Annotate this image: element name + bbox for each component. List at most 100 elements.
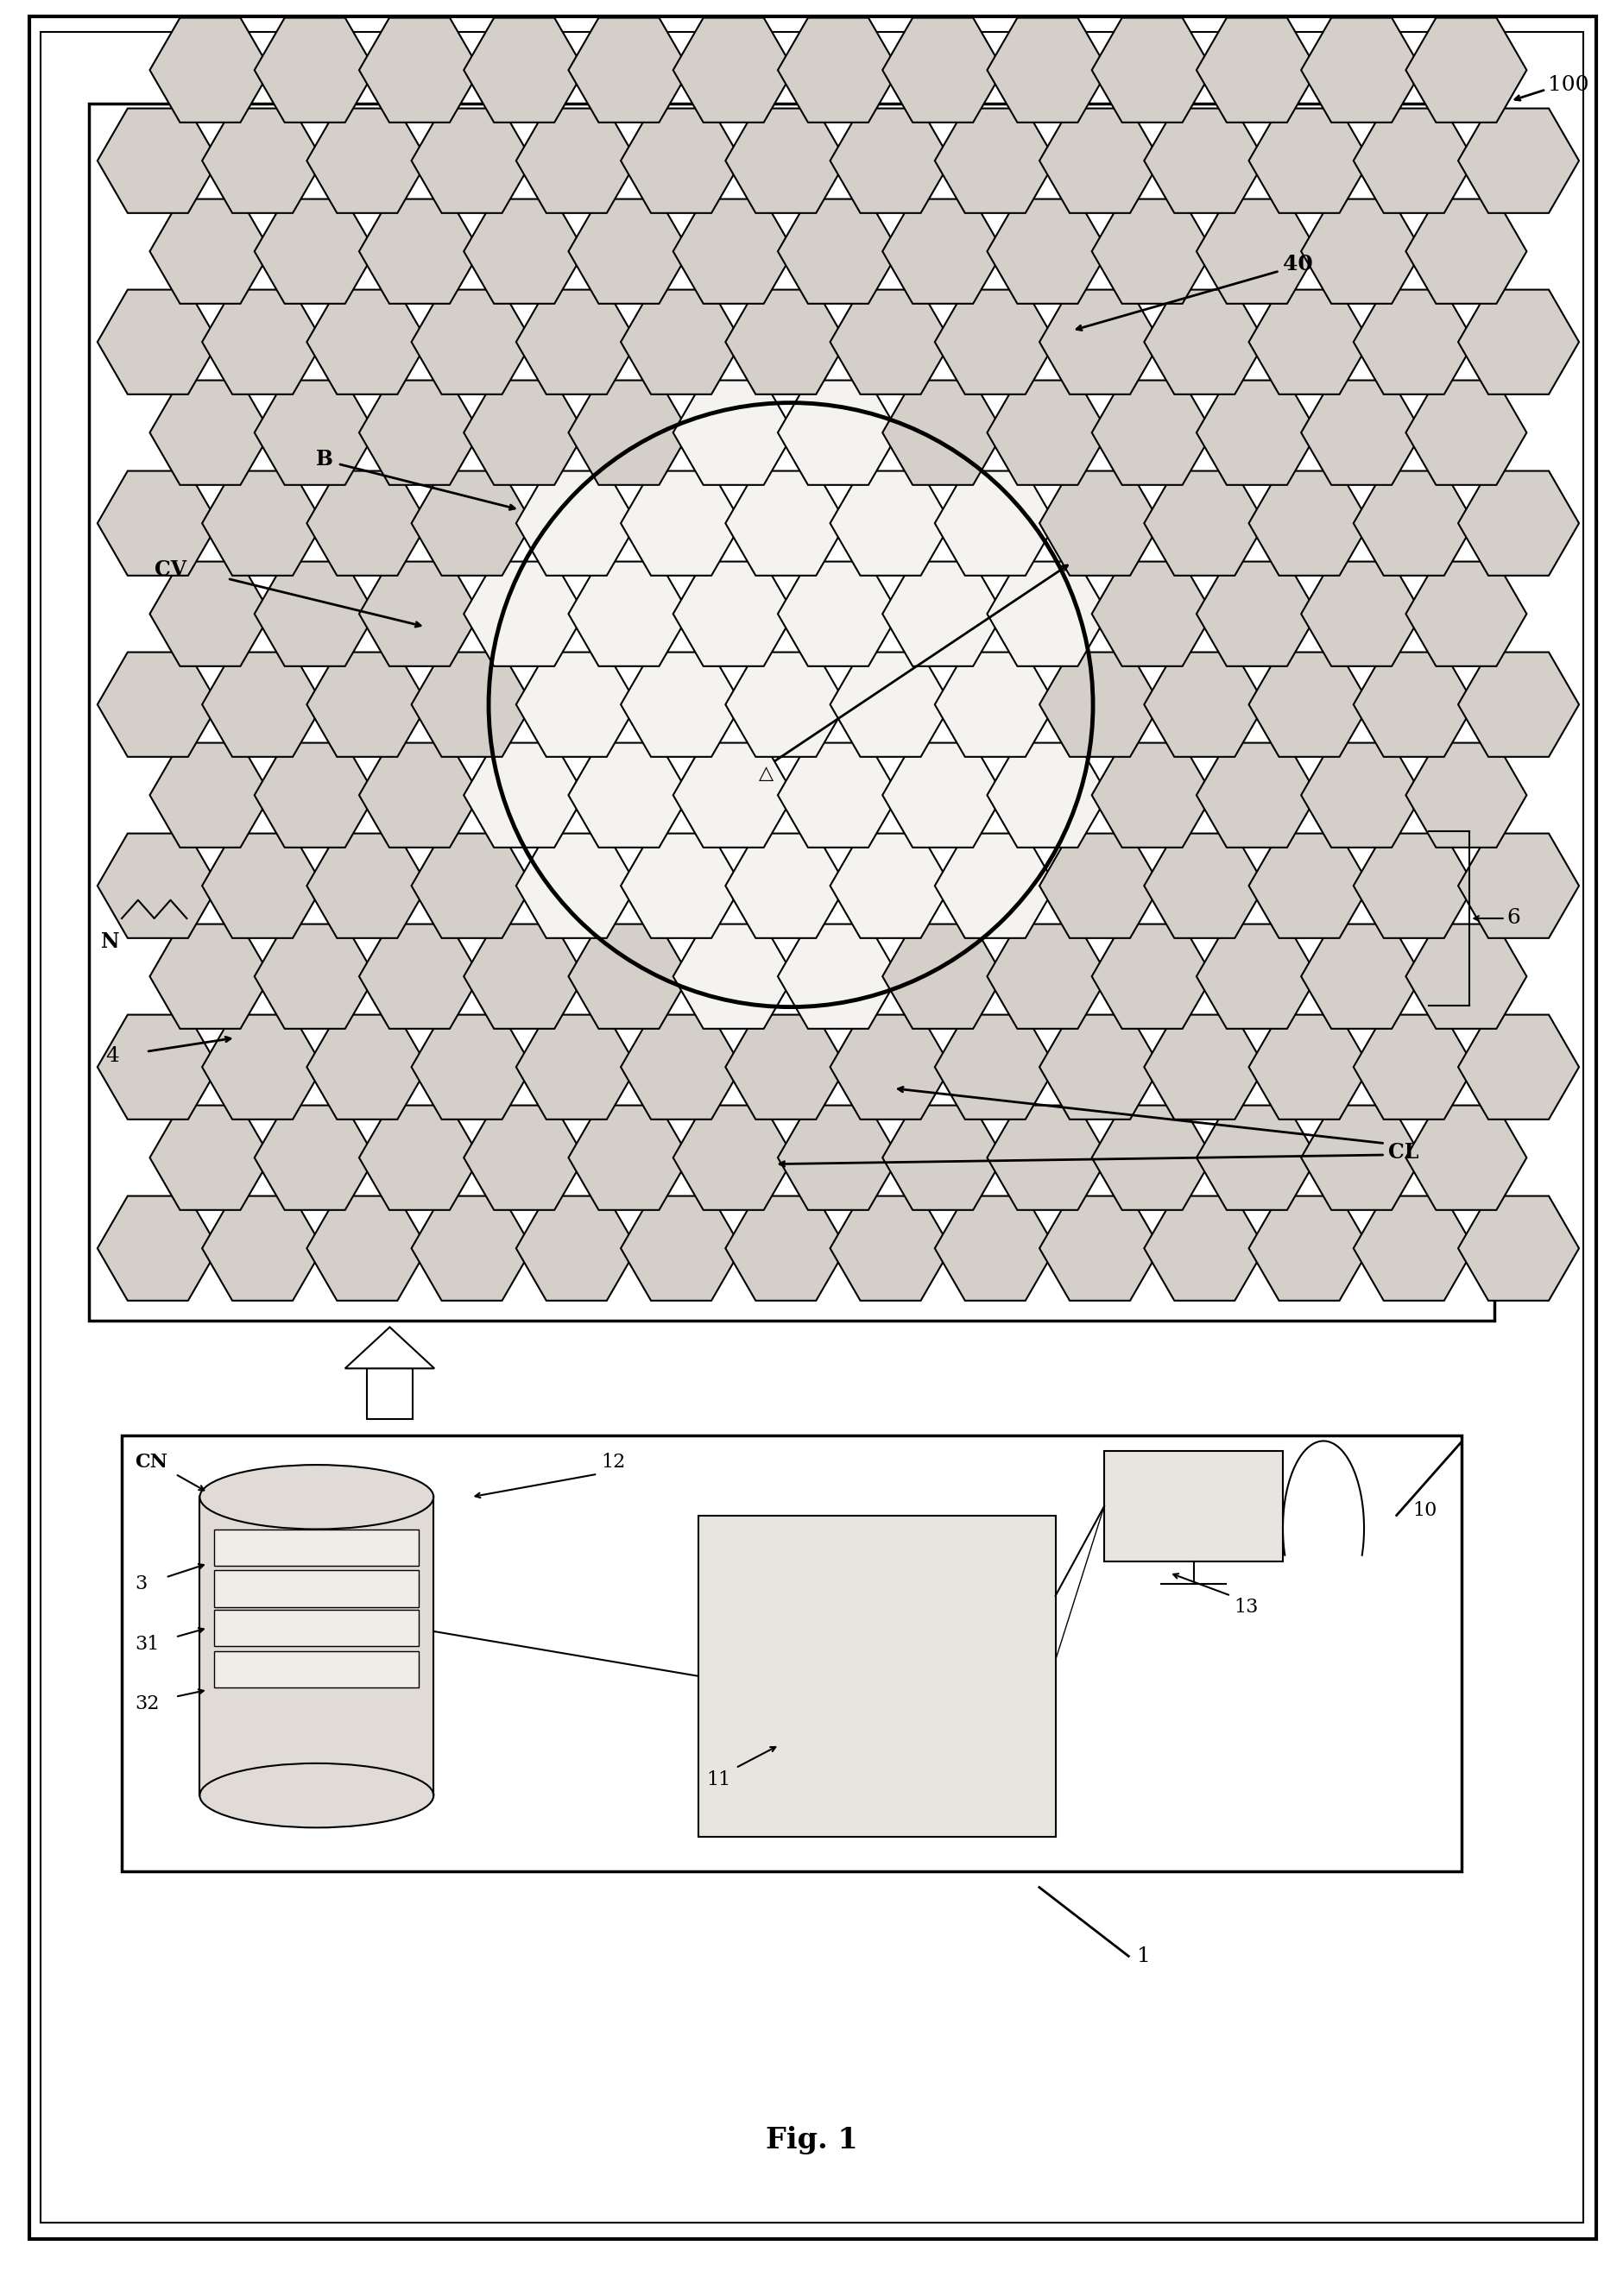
Polygon shape <box>674 1104 794 1210</box>
Polygon shape <box>935 108 1055 214</box>
Bar <box>122 1435 1461 1871</box>
Polygon shape <box>1248 471 1368 576</box>
Polygon shape <box>725 108 846 214</box>
Text: 6: 6 <box>1506 909 1519 928</box>
Polygon shape <box>201 1196 323 1300</box>
Polygon shape <box>1196 923 1316 1029</box>
Polygon shape <box>464 1104 584 1210</box>
Bar <box>698 1515 1055 1837</box>
Text: 32: 32 <box>135 1694 159 1713</box>
Polygon shape <box>620 289 742 395</box>
Polygon shape <box>1144 471 1264 576</box>
Polygon shape <box>359 923 480 1029</box>
Polygon shape <box>725 652 846 758</box>
Polygon shape <box>1196 381 1316 484</box>
Text: 1: 1 <box>1136 1947 1149 1965</box>
Polygon shape <box>725 1015 846 1120</box>
Polygon shape <box>881 1104 1003 1210</box>
Polygon shape <box>568 18 688 122</box>
Polygon shape <box>1352 652 1474 758</box>
Text: B: B <box>315 448 333 471</box>
Polygon shape <box>1457 108 1578 214</box>
Polygon shape <box>1144 652 1264 758</box>
Polygon shape <box>1091 18 1212 122</box>
Text: 31: 31 <box>135 1635 159 1653</box>
Polygon shape <box>1039 833 1160 939</box>
Polygon shape <box>1248 289 1368 395</box>
Polygon shape <box>516 108 636 214</box>
Polygon shape <box>359 1104 480 1210</box>
Polygon shape <box>1091 563 1212 666</box>
Polygon shape <box>620 108 742 214</box>
Text: △: △ <box>758 765 774 783</box>
Polygon shape <box>1457 1015 1578 1120</box>
Polygon shape <box>1300 18 1422 122</box>
Polygon shape <box>777 1104 898 1210</box>
Polygon shape <box>307 289 427 395</box>
Polygon shape <box>97 833 217 939</box>
Polygon shape <box>255 563 375 666</box>
Polygon shape <box>149 1104 271 1210</box>
Polygon shape <box>1406 744 1526 847</box>
Polygon shape <box>1248 108 1368 214</box>
Polygon shape <box>881 200 1003 303</box>
Bar <box>367 1368 412 1419</box>
Polygon shape <box>1248 833 1368 939</box>
Polygon shape <box>411 833 532 939</box>
Polygon shape <box>1091 923 1212 1029</box>
Polygon shape <box>987 923 1107 1029</box>
Polygon shape <box>411 652 532 758</box>
Text: 3: 3 <box>135 1575 148 1593</box>
Polygon shape <box>307 108 427 214</box>
Polygon shape <box>1352 471 1474 576</box>
Polygon shape <box>97 1196 217 1300</box>
Polygon shape <box>1091 1104 1212 1210</box>
Polygon shape <box>359 200 480 303</box>
Polygon shape <box>935 471 1055 576</box>
Polygon shape <box>1457 652 1578 758</box>
Polygon shape <box>464 200 584 303</box>
Polygon shape <box>568 200 688 303</box>
Polygon shape <box>201 289 323 395</box>
Polygon shape <box>725 1196 846 1300</box>
Polygon shape <box>1300 744 1422 847</box>
Text: 40: 40 <box>1282 253 1311 276</box>
Polygon shape <box>1406 200 1526 303</box>
Polygon shape <box>359 381 480 484</box>
Polygon shape <box>674 923 794 1029</box>
Polygon shape <box>255 381 375 484</box>
Polygon shape <box>255 744 375 847</box>
Polygon shape <box>1039 1015 1160 1120</box>
Polygon shape <box>1144 289 1264 395</box>
Polygon shape <box>464 563 584 666</box>
Polygon shape <box>1352 1196 1474 1300</box>
Polygon shape <box>97 471 217 576</box>
Polygon shape <box>1039 1196 1160 1300</box>
Polygon shape <box>1196 563 1316 666</box>
Text: 4: 4 <box>105 1047 118 1065</box>
Polygon shape <box>149 744 271 847</box>
Polygon shape <box>1457 471 1578 576</box>
Polygon shape <box>1300 381 1422 484</box>
Polygon shape <box>568 1104 688 1210</box>
Polygon shape <box>1091 381 1212 484</box>
Polygon shape <box>987 744 1107 847</box>
Polygon shape <box>935 289 1055 395</box>
Polygon shape <box>1196 18 1316 122</box>
Polygon shape <box>201 652 323 758</box>
Polygon shape <box>674 563 794 666</box>
Polygon shape <box>516 289 636 395</box>
Polygon shape <box>1196 1104 1316 1210</box>
Text: CL: CL <box>1388 1141 1419 1164</box>
Polygon shape <box>149 923 271 1029</box>
Polygon shape <box>935 1196 1055 1300</box>
Polygon shape <box>620 471 742 576</box>
Polygon shape <box>568 563 688 666</box>
Polygon shape <box>1352 1015 1474 1120</box>
Polygon shape <box>568 744 688 847</box>
Polygon shape <box>725 471 846 576</box>
Polygon shape <box>881 923 1003 1029</box>
Polygon shape <box>411 471 532 576</box>
Polygon shape <box>1144 833 1264 939</box>
Polygon shape <box>359 744 480 847</box>
